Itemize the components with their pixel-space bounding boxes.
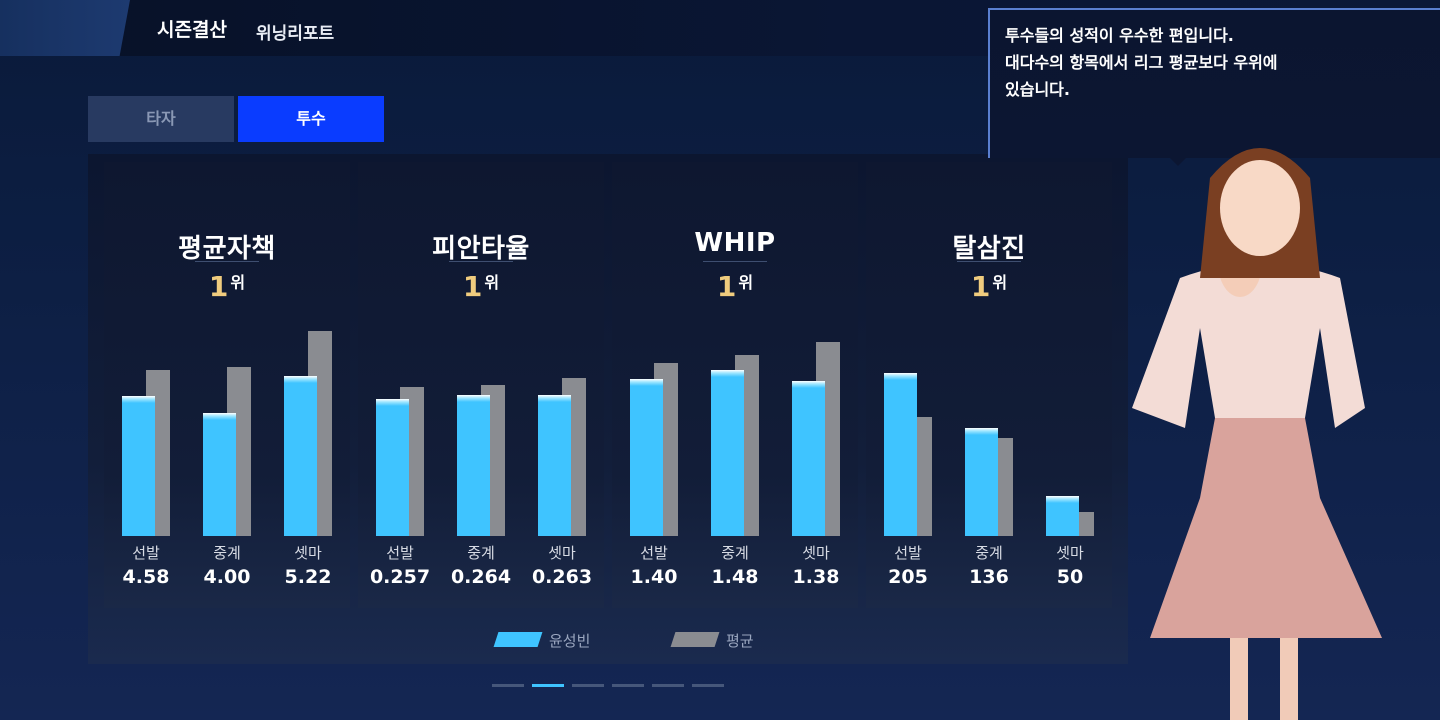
category-label: 중계 (975, 544, 1003, 562)
bar-player (711, 370, 744, 536)
category-label: 선발 (640, 544, 668, 562)
category-label: 선발 (894, 544, 922, 562)
legend-swatch-player (493, 632, 543, 647)
host-speech-bubble: 투수들의 성적이 우수한 편입니다. 대다수의 항목에서 리그 평균보다 우위에… (988, 8, 1440, 158)
title-divider (957, 261, 1021, 262)
bar-player (457, 395, 490, 536)
category-label: 중계 (213, 544, 241, 562)
value-label: 0.257 (369, 566, 431, 588)
bar-player (965, 428, 998, 536)
category-label: 셋마 (548, 544, 576, 562)
speech-line: 투수들의 성적이 우수한 편입니다. (1005, 26, 1234, 45)
stat-title: WHIP (694, 228, 776, 258)
back-notch[interactable] (0, 0, 130, 56)
value-label: 0.263 (531, 566, 593, 588)
rank-unit: 위 (992, 273, 1008, 292)
title-divider (703, 261, 767, 262)
host-blouse (1132, 263, 1365, 428)
host-leg (1280, 638, 1298, 720)
category-label: 셋마 (294, 544, 322, 562)
value-label: 5.22 (284, 566, 332, 588)
bar-player (1046, 496, 1079, 536)
bar-player (203, 413, 236, 536)
rank-unit: 위 (230, 273, 246, 292)
value-label: 1.38 (792, 566, 840, 588)
title-divider (449, 261, 513, 262)
value-label: 4.58 (122, 566, 170, 588)
value-label: 0.264 (450, 566, 512, 588)
value-label: 205 (888, 566, 928, 588)
bar-player (284, 376, 317, 536)
legend-swatch-average (670, 632, 720, 647)
page-indicator[interactable] (652, 684, 684, 687)
value-label: 1.40 (630, 566, 678, 588)
bar-player (376, 399, 409, 536)
stat-title: 평균자책 (178, 234, 276, 264)
category-label: 셋마 (802, 544, 830, 562)
rank-number: 1 (462, 270, 483, 303)
page-indicator[interactable] (492, 684, 524, 687)
speech-line: 대다수의 항목에서 리그 평균보다 우위에 (1005, 53, 1278, 72)
host-character (1132, 148, 1382, 720)
title-divider (195, 261, 259, 262)
bar-player (122, 396, 155, 536)
category-label: 중계 (721, 544, 749, 562)
page-indicator[interactable] (692, 684, 724, 687)
bar-player (538, 395, 571, 536)
category-label: 선발 (132, 544, 160, 562)
speech-bubble-tail (1168, 156, 1188, 166)
category-label: 선발 (386, 544, 414, 562)
rank-number: 1 (208, 270, 229, 303)
value-label: 50 (1056, 566, 1084, 588)
stat-title: 탈삼진 (952, 234, 1026, 264)
bar-player (630, 379, 663, 536)
value-label: 4.00 (203, 566, 251, 588)
bar-player (884, 373, 917, 536)
page-indicator[interactable] (612, 684, 644, 687)
host-leg (1230, 638, 1248, 720)
legend-label-player: 윤성빈 (549, 632, 591, 650)
host-face (1220, 160, 1300, 256)
rank-number: 1 (970, 270, 991, 303)
category-label: 중계 (467, 544, 495, 562)
value-label: 1.48 (711, 566, 759, 588)
page-indicator-active[interactable] (532, 684, 564, 687)
page-subtitle: 위닝리포트 (256, 24, 335, 44)
tab-pitcher[interactable]: 투수 (238, 96, 384, 142)
category-label: 셋마 (1056, 544, 1084, 562)
speech-line: 있습니다. (1005, 80, 1070, 99)
rank-number: 1 (716, 270, 737, 303)
bar-player (792, 381, 825, 536)
rank-unit: 위 (738, 273, 754, 292)
rank-unit: 위 (484, 273, 500, 292)
legend-label-average: 평균 (726, 632, 754, 650)
page-title: 시즌결산 (157, 19, 227, 41)
tab-batter[interactable]: 타자 (88, 96, 234, 142)
host-dress (1150, 418, 1382, 638)
page-indicator[interactable] (572, 684, 604, 687)
stat-title: 피안타율 (432, 234, 530, 264)
value-label: 136 (969, 566, 1009, 588)
